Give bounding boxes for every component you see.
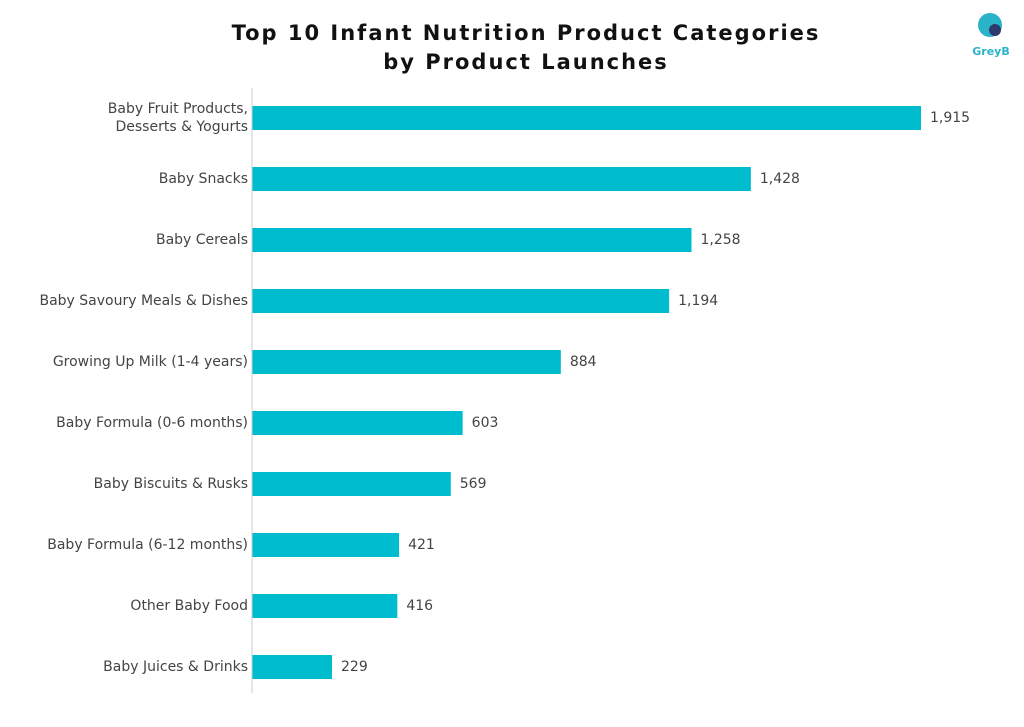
bar <box>252 106 921 130</box>
value-label: 421 <box>408 537 435 553</box>
value-label: 569 <box>460 476 487 492</box>
category-label-line: Desserts & Yogurts <box>115 119 248 135</box>
category-label: Other Baby Food <box>130 598 248 614</box>
chart-title: by Product Launches <box>383 50 669 74</box>
value-label: 229 <box>341 659 368 675</box>
chart-title: Top 10 Infant Nutrition Product Categori… <box>232 21 821 45</box>
category-label: Baby Formula (0-6 months) <box>56 415 248 431</box>
logo-text: GreyB <box>972 45 1009 58</box>
bar <box>252 289 670 313</box>
bar <box>252 533 400 557</box>
bar <box>252 167 751 191</box>
logo: GreyB <box>972 13 1010 58</box>
bar <box>252 411 463 435</box>
bar <box>252 655 333 679</box>
value-label: 1,428 <box>760 171 800 187</box>
logo-icon <box>989 24 1001 36</box>
bar <box>252 594 398 618</box>
category-label: Baby Savoury Meals & Dishes <box>39 293 248 309</box>
category-label: Baby Fruit Products, Desserts & Yogurts <box>108 101 248 135</box>
bar <box>252 472 451 496</box>
category-label: Baby Snacks <box>159 171 248 187</box>
category-label: Baby Formula (6-12 months) <box>47 537 248 553</box>
category-label-line: Baby Fruit Products, <box>108 101 248 117</box>
value-label: 416 <box>406 598 433 614</box>
value-label: 884 <box>570 354 597 370</box>
category-label: Growing Up Milk (1-4 years) <box>53 354 248 370</box>
bar <box>252 228 692 252</box>
value-label: 603 <box>472 415 499 431</box>
bar <box>252 350 561 374</box>
category-label: Baby Juices & Drinks <box>103 659 248 675</box>
category-label: Baby Biscuits & Rusks <box>94 476 248 492</box>
value-label: 1,915 <box>930 110 970 126</box>
category-label: Baby Cereals <box>156 232 248 248</box>
value-label: 1,194 <box>678 293 718 309</box>
value-label: 1,258 <box>700 232 740 248</box>
